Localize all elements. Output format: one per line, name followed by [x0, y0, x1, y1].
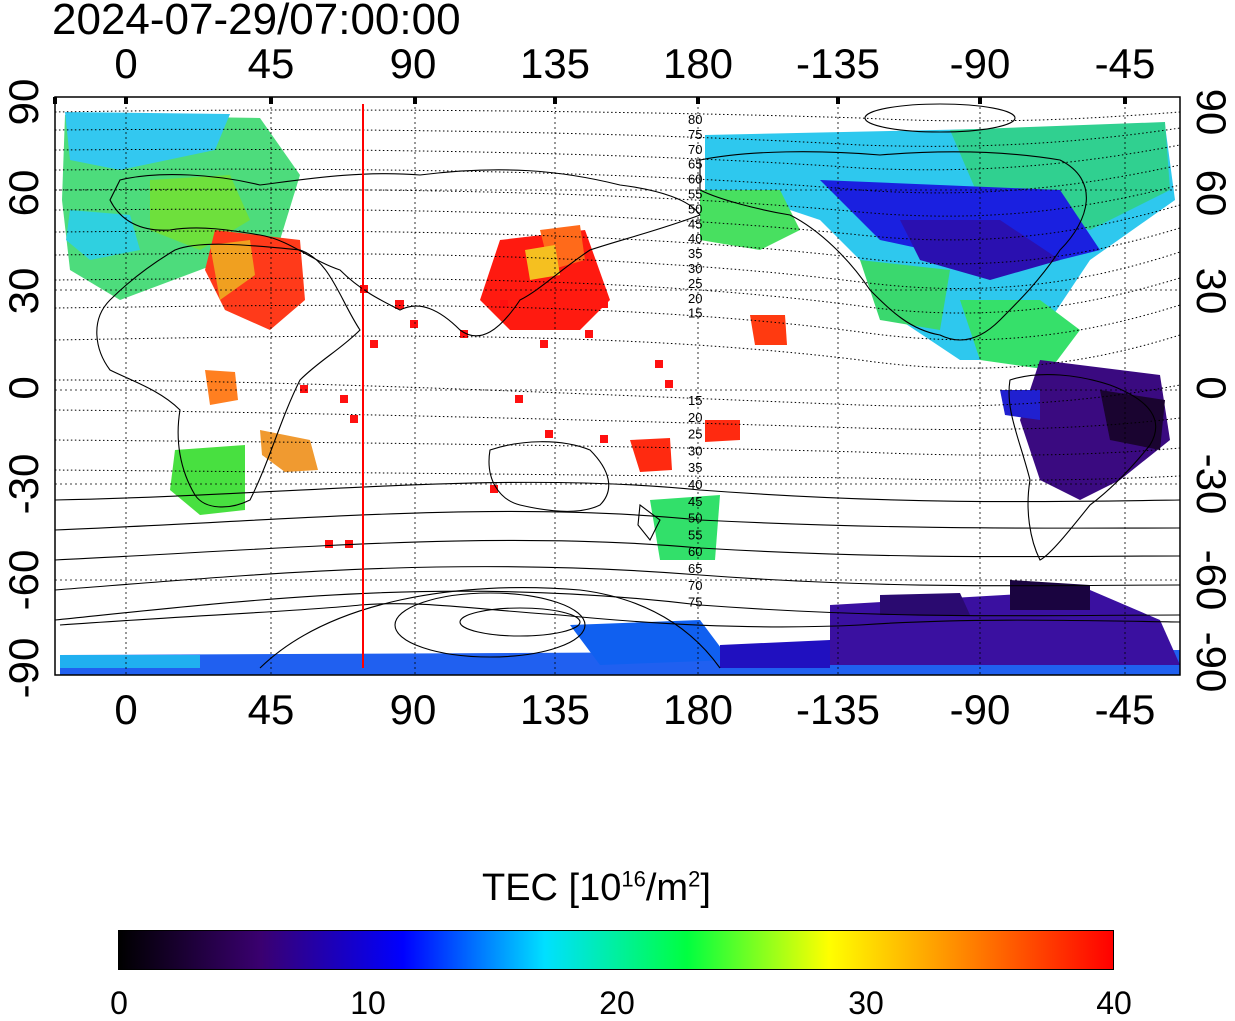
lon-tick-bottom-4: 180: [662, 686, 734, 733]
lon-tick-top-6: -90: [949, 40, 1011, 87]
lon-tick-top-1: 45: [247, 40, 295, 87]
contour-label-north: 60: [688, 172, 702, 187]
lon-tick-bottom-2: 90: [389, 686, 437, 733]
lat-tick-left-0: 90: [0, 78, 47, 126]
lat-tick-left-1: 60: [0, 169, 47, 217]
lat-tick-right-1: 60: [1188, 169, 1235, 217]
colorbar-title-exponent-2: 2: [688, 866, 701, 892]
contour-label-south: 70: [688, 578, 702, 593]
contour-label-north: 65: [688, 157, 702, 172]
contour-label-north: 35: [688, 246, 702, 261]
colorbar-title: TEC [1016/m2]: [482, 866, 711, 910]
lat-tick-left-2: 30: [0, 267, 47, 315]
lon-tick-bottom-7: -45: [1094, 686, 1156, 733]
frame-ticks: [53, 97, 1127, 104]
contour-label-north: 75: [688, 127, 702, 142]
contour-label-south: 20: [688, 410, 702, 425]
lon-tick-bottom-5: -135: [795, 686, 881, 733]
lon-tick-bottom-3: 135: [519, 686, 591, 733]
lon-tick-top-0: 0: [114, 40, 138, 87]
colorbar-tick-1: 10: [350, 985, 386, 1021]
lon-tick-bottom-6: -90: [949, 686, 1011, 733]
colorbar-title-prefix: TEC [10: [482, 867, 622, 909]
contour-label-south: 30: [688, 443, 702, 458]
colorbar-tick-2: 20: [599, 985, 635, 1021]
lon-tick-top-3: 135: [519, 40, 591, 87]
contour-label-south: 75: [688, 595, 702, 610]
contour-label-north: 70: [688, 142, 702, 157]
colorbar-tick-0: 0: [110, 985, 128, 1021]
contour-label-north: 80: [688, 112, 702, 127]
contour-label-north: 30: [688, 261, 702, 276]
contour-label-south: 35: [688, 460, 702, 475]
contour-label-north: 25: [688, 276, 702, 291]
colorbar-title-unit: /m: [645, 867, 689, 909]
contour-label-south: 65: [688, 561, 702, 576]
colorbar-tick-3: 30: [848, 985, 884, 1021]
lon-tick-top-4: 180: [662, 40, 734, 87]
contour-label-north: 20: [688, 291, 702, 306]
lat-tick-left-6: -90: [0, 637, 47, 699]
lon-tick-top-2: 90: [389, 40, 437, 87]
colorbar-title-exponent: 16: [621, 866, 646, 892]
contour-lines: [55, 109, 1180, 481]
contour-label-south: 50: [688, 511, 702, 526]
graticule: [55, 97, 1180, 675]
lat-tick-right-3: 0: [1188, 376, 1235, 400]
lon-tick-bottom-0: 0: [114, 686, 138, 733]
lat-tick-right-4: -30: [1188, 453, 1235, 515]
contour-label-south: 45: [688, 494, 702, 509]
map-frame: [54, 96, 1181, 676]
contour-label-north: 55: [688, 187, 702, 202]
contour-label-north: 45: [688, 216, 702, 231]
contour-labels: 8075706560555045403530252015152025303540…: [688, 112, 702, 610]
timestamp-title: 2024-07-29/07:00:00: [52, 0, 461, 44]
contour-label-south: 55: [688, 527, 702, 542]
lat-tick-right-6: -90: [1188, 631, 1235, 693]
contour-label-north: 15: [688, 306, 702, 321]
contour-label-north: 40: [688, 231, 702, 246]
lat-tick-right-0: 90: [1188, 88, 1235, 136]
contour-label-south: 40: [688, 477, 702, 492]
contour-label-south: 60: [688, 544, 702, 559]
lat-tick-left-4: -30: [0, 453, 47, 515]
coastlines: [59, 151, 1180, 628]
lon-tick-top-5: -135: [795, 40, 881, 87]
lat-tick-left-3: 0: [0, 376, 47, 400]
contour-label-south: 25: [688, 427, 702, 442]
colorbar-tick-4: 40: [1096, 985, 1132, 1021]
colorbar: [118, 930, 1114, 970]
lat-tick-right-2: 30: [1188, 267, 1235, 315]
colorbar-title-suffix: ]: [700, 867, 711, 909]
contour-lines-solid: [55, 103, 1180, 669]
lon-tick-bottom-1: 45: [247, 686, 295, 733]
lat-tick-right-5: -60: [1188, 549, 1235, 611]
contour-label-north: 50: [688, 201, 702, 216]
lat-tick-left-5: -60: [0, 549, 47, 611]
contour-label-south: 15: [688, 393, 702, 408]
lon-tick-top-7: -45: [1094, 40, 1156, 87]
